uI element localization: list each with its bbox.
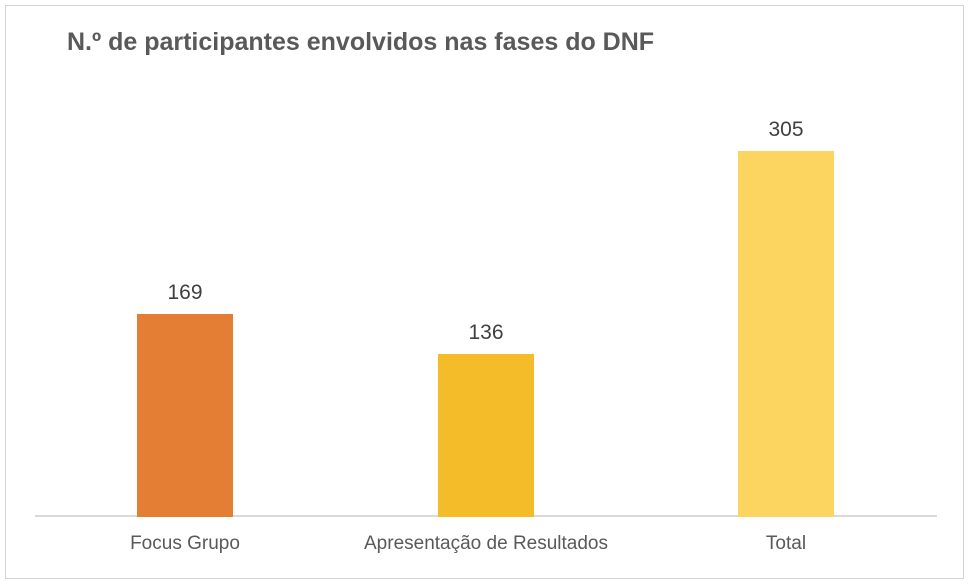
bar (438, 354, 534, 517)
bar-value-label: 169 (167, 280, 203, 304)
category-label: Apresentação de Resultados (364, 533, 608, 554)
bar-value-label: 136 (468, 320, 504, 344)
bar (137, 314, 233, 517)
bar-value-label: 305 (768, 117, 804, 141)
bar-group: 305 (738, 118, 834, 517)
bar-group: 136 (438, 321, 534, 517)
bar-group: 169 (137, 281, 233, 517)
category-label: Focus Grupo (130, 533, 240, 554)
bar (738, 151, 834, 517)
chart-title: N.º de participantes envolvidos nas fase… (67, 28, 655, 56)
category-label: Total (765, 533, 807, 554)
